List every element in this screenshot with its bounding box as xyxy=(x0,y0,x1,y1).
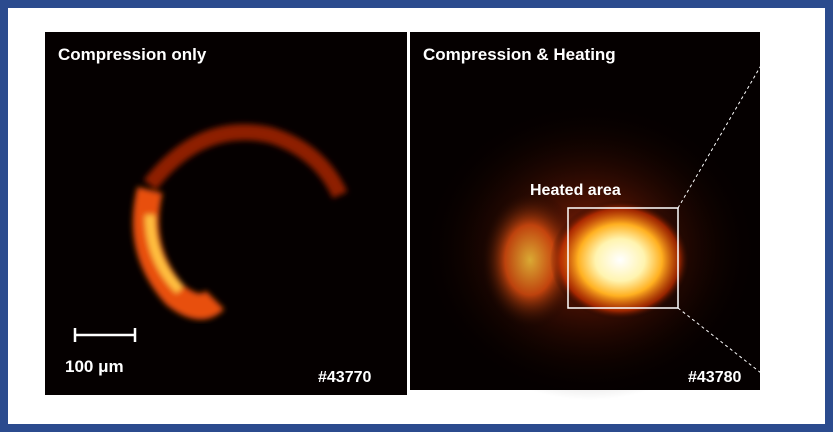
image xyxy=(45,32,407,395)
left-panel: Compression only 100 μm #43770 xyxy=(45,32,407,395)
shot-number: #43770 xyxy=(318,369,371,386)
right-panel: Compression & Heating Heated area #43780 xyxy=(410,32,770,400)
panel-title: Compression only xyxy=(58,45,207,64)
annotation: Heated area xyxy=(530,182,621,199)
figure: Compression only 100 μm #43770 Compressi… xyxy=(0,0,833,432)
panel-title: Compression & Heating xyxy=(423,45,616,64)
shot-number: #43780 xyxy=(688,369,741,386)
glow xyxy=(550,200,690,320)
scale-label: 100 μm xyxy=(65,357,124,376)
